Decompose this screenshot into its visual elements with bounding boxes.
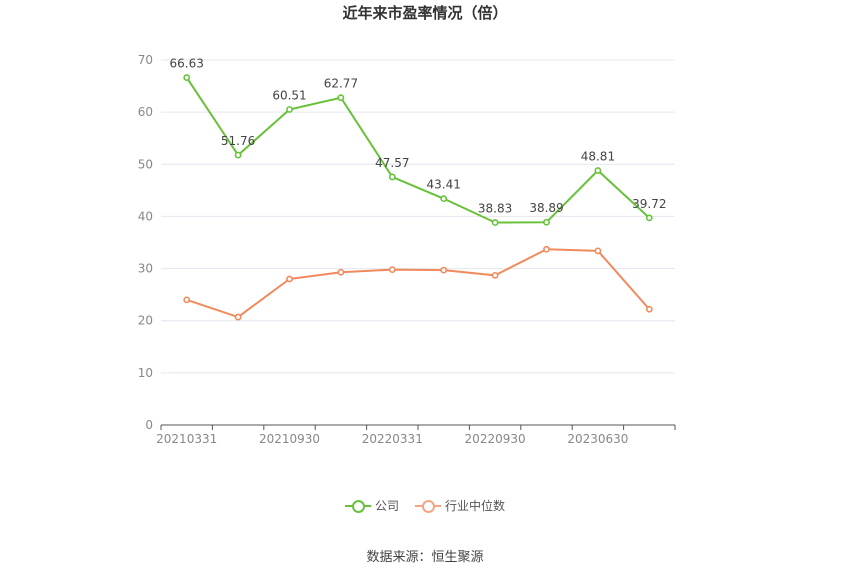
data-point [594,167,602,174]
data-point [645,214,653,222]
data-label: 60.51 [272,88,306,102]
data-label: 47.57 [375,156,409,170]
data-point [234,151,242,159]
y-tick-label: 50 [138,157,153,171]
legend-item-company[interactable]: 公司 [344,497,399,514]
data-point [388,173,396,181]
x-tick-label: 20210331 [156,432,217,446]
data-point [286,106,293,113]
data-point [594,247,602,255]
axes: 0 10 20 30 40 50 60 70 20210331 20210930 20220331 2… [138,53,676,446]
data-point [440,195,448,203]
data-label: 38.83 [478,202,512,216]
data-point [543,245,550,253]
data-point [286,275,293,283]
series-line-0 [185,77,650,224]
x-tick-label: 20210930 [259,432,320,446]
data-label: 48.81 [581,149,615,163]
series-layer [183,74,653,321]
data-point [440,266,448,274]
data-label: 39.72 [632,197,666,211]
legend-item-industry[interactable]: 行业中位数 [415,497,505,514]
legend-label-company: 公司 [374,499,399,513]
y-tick-label: 10 [138,366,153,380]
y-tick-label: 70 [138,53,153,67]
series-line-1 [186,248,651,319]
data-label: 51.76 [221,134,255,148]
y-tick-label: 0 [145,418,153,432]
data-source: 数据来源：恒生聚源 [366,550,484,565]
data-label: 38.89 [529,201,563,215]
x-tick-label: 20230630 [567,432,628,446]
legend-swatch-industry-icon [415,499,441,513]
data-labels: 66.63 51.76 60.51 62.77 47.57 43.41 38.83 38.89… [170,57,667,216]
data-point [234,313,242,321]
grid-lines [161,59,675,374]
data-point [337,268,345,276]
data-point [645,305,653,313]
legend-label-industry: 行业中位数 [445,499,506,513]
legend: 公司 行业中位数 [0,497,850,514]
chart-title: 近年来市盈率情况（倍） [342,4,508,22]
data-label: 62.77 [324,77,358,91]
data-point [183,296,191,304]
y-tick-label: 60 [138,105,153,119]
data-point [388,266,396,274]
y-tick-label: 40 [138,209,153,223]
y-tick-label: 20 [138,314,153,328]
data-point [183,74,191,81]
data-label: 43.41 [427,178,461,192]
x-tick-label: 20220331 [362,432,423,446]
data-point [491,219,499,226]
data-point [543,218,550,226]
legend-swatch-company-icon [344,499,371,513]
data-point [337,94,345,102]
y-tick-label: 30 [138,262,153,276]
data-point [491,271,499,279]
x-tick-label: 20220930 [465,432,526,446]
data-label: 66.63 [170,57,204,71]
